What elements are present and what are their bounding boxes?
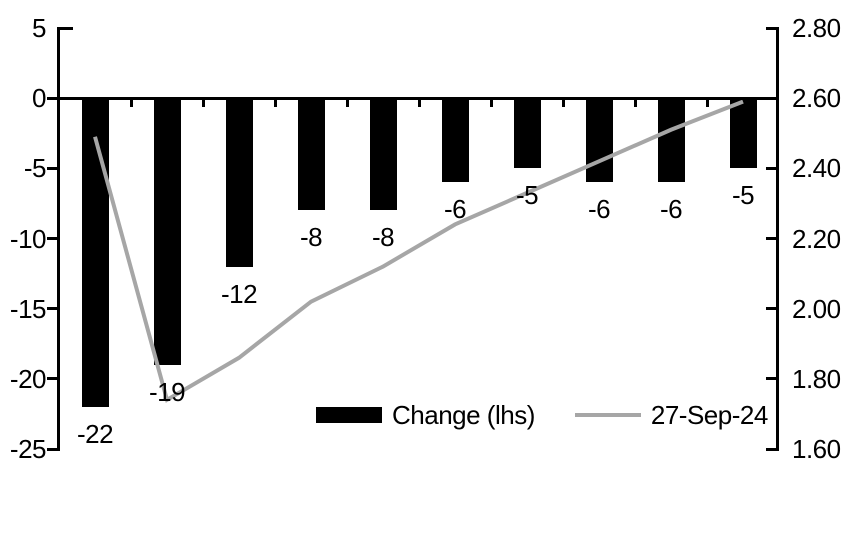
x-axis-tick [561,98,565,108]
right-axis-tick-label: 2.80 [792,13,841,43]
right-axis-tick [766,237,776,240]
x-axis-tick [273,98,277,108]
left-axis-tick [60,26,73,30]
x-axis-tick [489,98,493,108]
right-axis-tick [766,26,776,30]
bar-data-label: -8 [299,222,323,253]
bar-golds [369,98,397,211]
bar-data-label: -6 [443,194,467,225]
bar-pink [585,98,613,183]
bar-silver [657,98,685,183]
left-axis-tick-label: 0 [32,83,46,114]
right-axis-tick-label: 2.20 [792,223,841,254]
left-axis-tick [47,307,57,311]
right-axis-tick-label: 2.60 [792,83,841,114]
x-axis-tick [201,98,205,108]
bar-data-label: -5 [731,180,755,211]
bar-reds [153,98,181,365]
right-axis-tick [766,377,776,381]
x-axis-tick [345,98,349,108]
legend-label-date: 27-Sep-24 [650,399,768,430]
right-axis-spine [776,26,779,451]
legend: Change (lhs) 27-Sep-24 [316,400,768,430]
left-axis-tick-label: -5 [23,153,47,184]
left-axis-tick [47,447,57,451]
right-axis-tick [766,166,776,170]
bar-copper [729,98,757,169]
bar-data-label: -22 [76,418,114,449]
legend-bar-swatch-icon [316,407,382,423]
left-axis-tick [47,166,57,170]
right-axis-tick [766,96,776,100]
right-axis-tick [766,307,776,311]
line-series-path [93,99,744,403]
left-axis-tick-label: -15 [9,293,47,324]
legend-line-swatch-icon [574,413,641,417]
bar-fronts [81,98,109,407]
right-axis-tick-label: 2.00 [792,293,841,324]
bar-data-label: -8 [371,222,395,253]
bar-data-label: -12 [220,278,258,309]
left-axis-spine [57,26,60,451]
bar-greens [225,98,253,267]
bar-purples [441,98,469,183]
bar-data-label: -5 [515,180,539,211]
left-axis-tick-label: -20 [9,363,47,394]
legend-label-change: Change (lhs) [392,399,535,430]
left-axis-tick [47,96,57,100]
left-axis-tick-label: 5 [32,13,46,43]
right-axis-tick [766,447,776,451]
bar-data-label: -19 [148,376,186,407]
bar-data-label: -6 [659,194,683,225]
bar-blues [297,98,325,211]
left-axis-tick-label: -25 [9,434,47,464]
bar-data-label: -6 [587,194,611,225]
left-axis-tick [47,237,57,240]
left-axis-tick [47,377,57,381]
x-axis-tick [417,98,421,108]
x-axis-tick [129,98,133,108]
left-axis-tick-label: -10 [9,223,47,254]
x-axis-tick [705,98,709,108]
right-axis-tick-label: 2.40 [792,153,841,184]
bar-orange [513,98,541,169]
right-axis-tick-label: 1.60 [792,434,841,464]
right-axis-tick-label: 1.80 [792,363,841,394]
x-axis-tick [633,98,637,108]
